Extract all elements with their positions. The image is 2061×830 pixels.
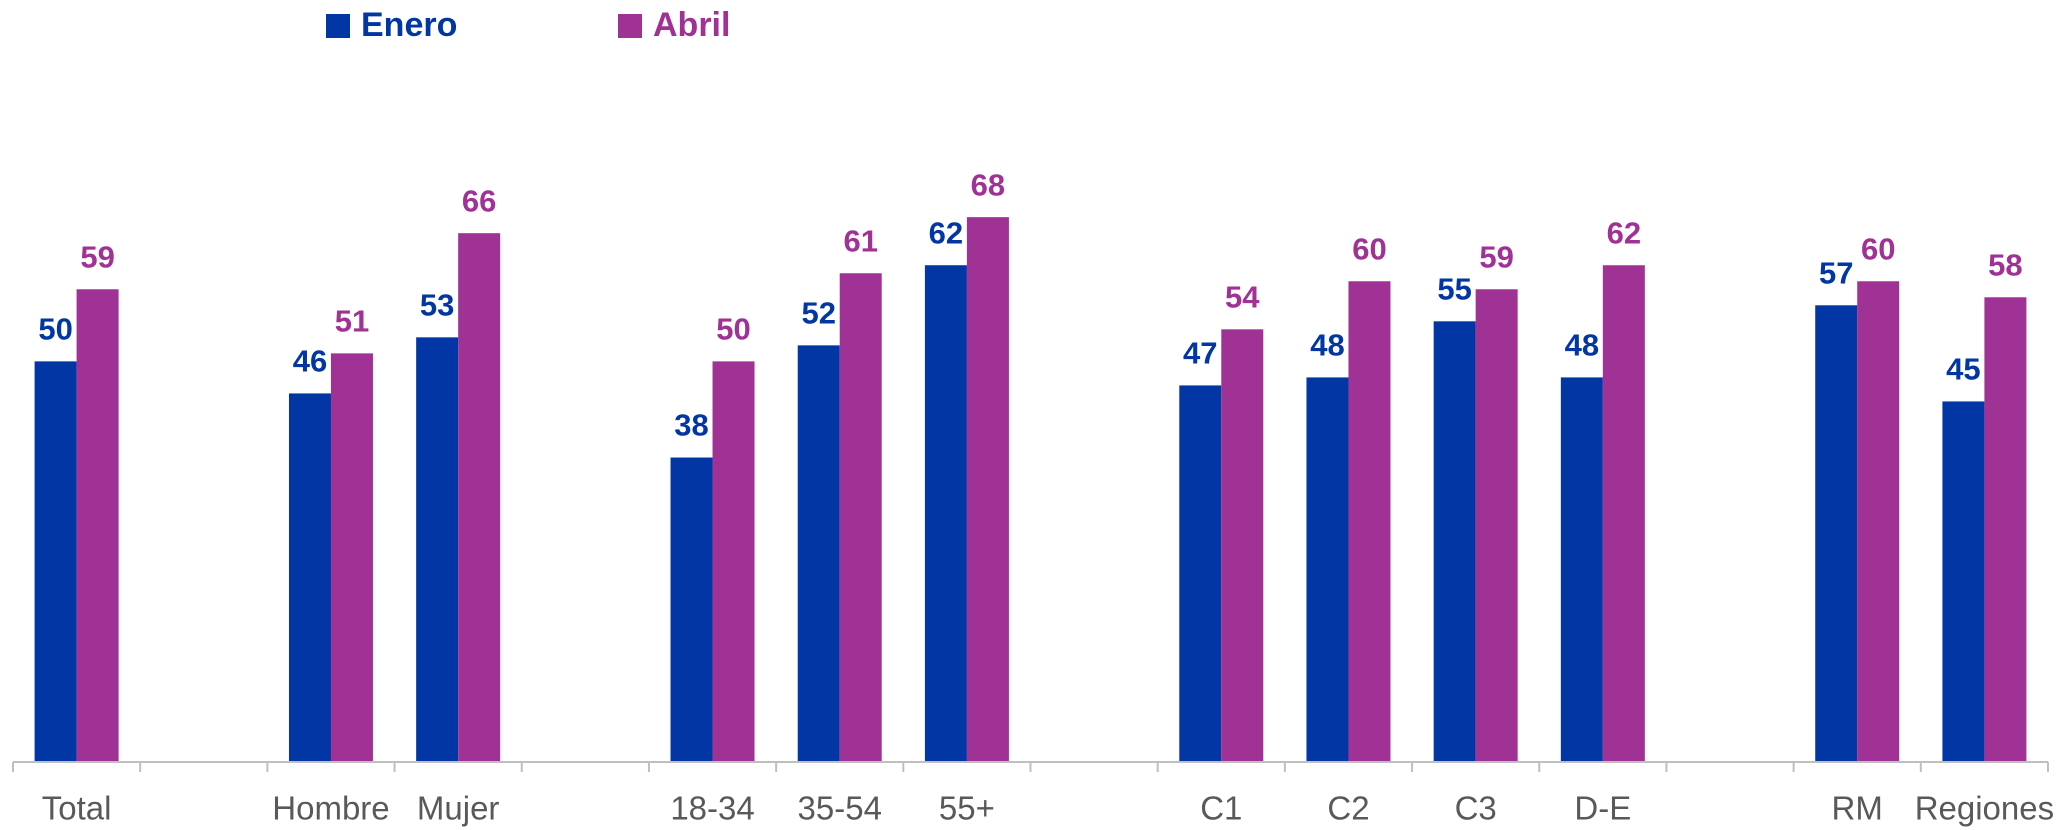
legend-label: Abril <box>653 6 730 44</box>
bar <box>416 337 459 762</box>
bar <box>1942 401 1985 762</box>
x-tick-label: 18-34 <box>670 790 754 827</box>
data-label: 58 <box>1988 247 2022 282</box>
bar <box>1602 265 1645 762</box>
bar <box>458 233 501 763</box>
x-tick-label: Total <box>42 790 112 827</box>
data-label: 38 <box>674 408 708 443</box>
data-label: 66 <box>462 183 496 218</box>
bar <box>76 289 119 762</box>
bar <box>1560 377 1603 762</box>
data-label: 61 <box>843 223 877 258</box>
legend-swatch <box>618 14 642 38</box>
data-label: 54 <box>1225 280 1260 315</box>
data-label: 48 <box>1565 328 1599 363</box>
data-label: 47 <box>1183 336 1217 371</box>
bar <box>924 265 967 762</box>
data-label: 62 <box>1607 215 1641 250</box>
bar <box>797 345 840 762</box>
x-tick-label: 55+ <box>939 790 995 827</box>
data-label: 50 <box>38 312 72 347</box>
x-tick-label: RM <box>1832 790 1883 827</box>
data-label: 52 <box>801 296 835 331</box>
x-tick-label: Regiones <box>1915 790 2054 827</box>
data-label: 68 <box>971 167 1005 202</box>
x-tick-label: 35-54 <box>798 790 882 827</box>
data-label: 59 <box>80 239 114 274</box>
bar <box>1857 281 1900 762</box>
bar <box>330 353 373 762</box>
data-label: 57 <box>1819 255 1853 290</box>
bar <box>1306 377 1349 762</box>
data-label: 46 <box>293 344 327 379</box>
data-label: 48 <box>1310 328 1344 363</box>
data-label: 60 <box>1352 231 1386 266</box>
bar <box>1221 329 1264 762</box>
bar <box>839 273 882 762</box>
data-label: 50 <box>716 312 750 347</box>
bar <box>1179 385 1222 762</box>
bar <box>712 361 755 762</box>
legend-label: Enero <box>361 6 457 44</box>
bar <box>1984 297 2027 762</box>
data-label: 45 <box>1946 352 1980 387</box>
bar <box>288 393 331 762</box>
bar <box>1433 321 1476 762</box>
data-label: 60 <box>1861 231 1895 266</box>
bar <box>670 457 713 762</box>
legend-swatch <box>326 14 350 38</box>
data-label: 51 <box>335 304 369 339</box>
x-tick-label: C1 <box>1200 790 1242 827</box>
data-label: 55 <box>1437 272 1471 307</box>
bar <box>966 217 1009 762</box>
x-tick-label: D-E <box>1574 790 1631 827</box>
data-label: 53 <box>420 288 454 323</box>
x-tick-label: Mujer <box>417 790 500 827</box>
bar <box>1348 281 1391 762</box>
bar <box>1475 289 1518 762</box>
data-label: 62 <box>929 215 963 250</box>
bar <box>1815 305 1858 762</box>
x-tick-label: C3 <box>1455 790 1497 827</box>
data-label: 59 <box>1479 239 1513 274</box>
x-tick-label: Hombre <box>272 790 389 827</box>
x-tick-label: C2 <box>1327 790 1369 827</box>
bar <box>34 361 77 762</box>
